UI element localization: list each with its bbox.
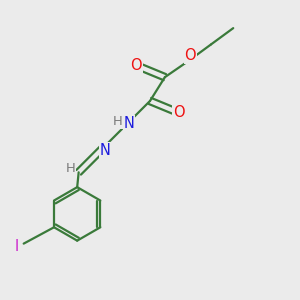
Text: O: O <box>130 58 142 73</box>
Text: N: N <box>124 116 135 131</box>
Text: N: N <box>100 142 111 158</box>
Text: O: O <box>173 105 184 120</box>
Text: H: H <box>65 162 75 175</box>
Text: H: H <box>113 115 123 128</box>
Text: O: O <box>184 48 196 63</box>
Text: I: I <box>15 238 19 253</box>
